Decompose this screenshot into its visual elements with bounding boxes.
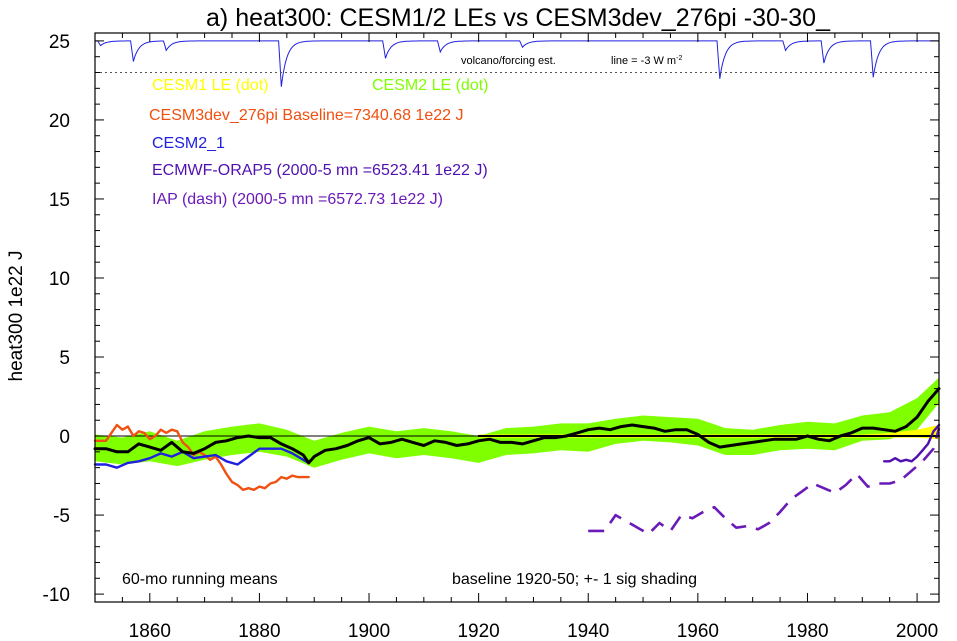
legend-cesm3dev: CESM3dev_276pi Baseline=7340.68 1e22 J bbox=[149, 107, 463, 124]
line-note-text: line = -3 W m bbox=[611, 55, 676, 67]
series-ecmwf-orap5 bbox=[883, 423, 941, 463]
baseline-annotation: baseline 1920-50; +- 1 sig shading bbox=[452, 571, 697, 588]
chart-title: a) heat300: CESM1/2 LEs vs CESM3dev_276p… bbox=[206, 4, 831, 32]
plot-frame bbox=[94, 32, 940, 603]
line-note-superscript: -2 bbox=[676, 55, 682, 62]
y-tick-label: 0 bbox=[59, 427, 70, 448]
running-means-annotation: 60-mo running means bbox=[122, 571, 278, 588]
legend-iap: IAP (dash) (2000-5 mn =6572.73 1e22 J) bbox=[152, 191, 443, 208]
line-note-annotation: line = -3 W m-2 bbox=[611, 55, 682, 67]
series-cesm3dev-276pi bbox=[93, 423, 310, 491]
x-tick-label: 1940 bbox=[567, 621, 609, 641]
x-tick-label: 2000 bbox=[896, 621, 938, 641]
volcano-forcing-trace bbox=[95, 40, 939, 87]
series-iap bbox=[588, 427, 941, 536]
y-tick-label: -10 bbox=[43, 585, 70, 606]
y-tick-label: 20 bbox=[49, 111, 70, 132]
plot-area: 1860 1880 1900 1920 1940 1960 1980 2000 -10 -5 0 5 1… bbox=[43, 32, 941, 641]
legend-cesm1: CESM1 LE (dot) bbox=[152, 77, 268, 94]
y-tick-label: 25 bbox=[49, 32, 70, 53]
x-tick-label: 1880 bbox=[238, 621, 280, 641]
legend-cesm2: CESM2 LE (dot) bbox=[372, 77, 488, 94]
legend-cesm2-1: CESM2_1 bbox=[152, 135, 225, 152]
x-tick-label: 1960 bbox=[677, 621, 719, 641]
legend: CESM1 LE (dot) CESM2 LE (dot) CESM3dev_2… bbox=[149, 77, 488, 208]
x-tick-label: 1920 bbox=[457, 621, 499, 641]
y-tick-label: -5 bbox=[53, 506, 70, 527]
y-tick-label: 10 bbox=[49, 269, 70, 290]
x-tick-label: 1980 bbox=[786, 621, 828, 641]
y-tick-label: 5 bbox=[59, 348, 70, 369]
series-cesm2-1 bbox=[93, 447, 310, 469]
volcano-annotation: volcano/forcing est. bbox=[461, 55, 556, 67]
series-cesm-le-mean bbox=[93, 387, 941, 465]
series-cesm2-le-spread bbox=[95, 377, 939, 468]
x-tick-label: 1860 bbox=[129, 621, 171, 641]
x-tick-label: 1900 bbox=[348, 621, 390, 641]
y-axis-label: heat300 1e22 J bbox=[6, 250, 27, 381]
y-tick-label: 15 bbox=[49, 190, 70, 211]
legend-orap5: ECMWF-ORAP5 (2000-5 mn =6523.41 1e22 J) bbox=[152, 162, 488, 179]
